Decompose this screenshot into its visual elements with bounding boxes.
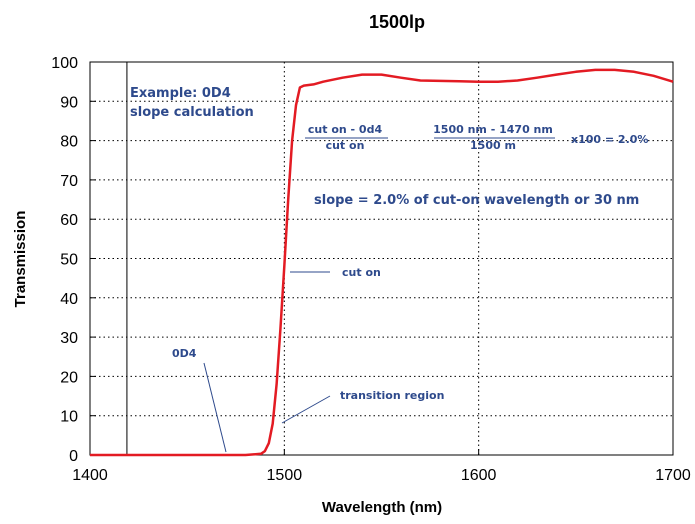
y-tick-label: 60 (60, 212, 78, 229)
chart-title: 1500lp (369, 12, 425, 32)
y-tick-label: 0 (69, 448, 78, 465)
y-tick-label: 80 (60, 134, 78, 151)
example-label-line2: slope calculation (130, 105, 254, 120)
fraction2-denominator: 1500 m (470, 139, 516, 152)
od4-leader (203, 362, 227, 453)
x-axis-label: Wavelength (nm) (322, 499, 442, 516)
transition-label: transition region (340, 389, 444, 402)
example-label-line1: Example: 0D4 (130, 86, 231, 101)
cut-on-label: cut on (342, 266, 381, 279)
fraction2-numerator: 1500 nm - 1470 nm (433, 123, 553, 136)
fraction1-denominator: cut on (326, 139, 365, 152)
y-tick-label: 90 (60, 94, 78, 111)
x100-label: x100 = 2.0% (571, 133, 648, 146)
y-tick-label: 40 (60, 291, 78, 308)
y-tick-label: 30 (60, 330, 78, 347)
y-tick-label: 70 (60, 173, 78, 190)
y-tick-label: 10 (60, 409, 78, 426)
y-tick-label: 100 (51, 55, 78, 72)
y-axis-label: Transmission (12, 211, 29, 308)
x-tick-label: 1600 (461, 467, 497, 484)
series-line (90, 68, 674, 457)
series-group (90, 68, 674, 457)
slope-label: slope = 2.0% of cut-on wavelength or 30 … (314, 193, 639, 208)
fraction1-numerator: cut on - 0d4 (308, 123, 383, 136)
axis-ticks: 0 10 20 30 40 50 60 70 80 90 100 1400 1500 1600 1700 (51, 55, 691, 484)
x-tick-label: 1700 (655, 467, 691, 484)
y-tick-label: 50 (60, 252, 78, 269)
od4-label: 0D4 (172, 347, 197, 360)
x-tick-label: 1500 (267, 467, 303, 484)
annotations: Example: 0D4 slope calculation cut on - … (130, 86, 648, 453)
transition-leader (281, 395, 331, 424)
y-tick-label: 20 (60, 369, 78, 386)
x-tick-label: 1400 (72, 467, 108, 484)
